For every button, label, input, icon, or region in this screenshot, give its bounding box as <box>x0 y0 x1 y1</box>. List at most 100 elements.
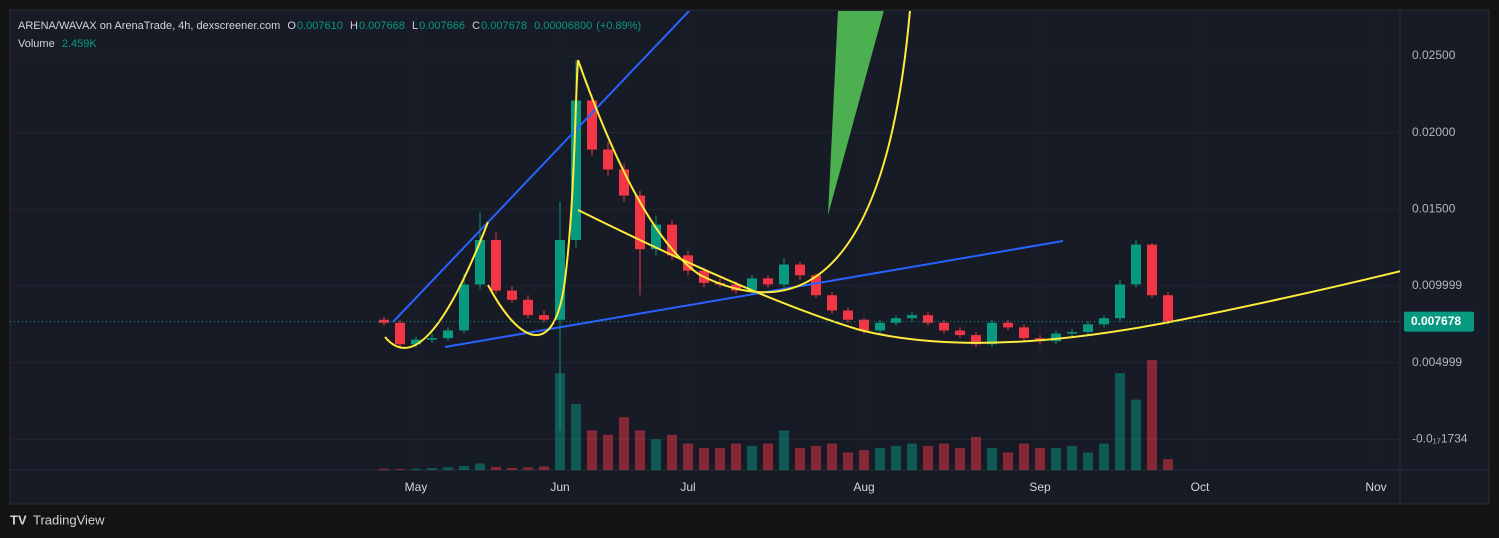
candle-body <box>539 315 549 320</box>
candle-body <box>1115 284 1125 319</box>
volume-bar <box>811 445 821 470</box>
volume-bar <box>587 430 597 470</box>
label: L <box>411 20 419 32</box>
candle-body <box>859 319 869 331</box>
volume-bar <box>1147 360 1157 470</box>
candle-body <box>635 195 645 250</box>
volume-bar <box>1003 452 1013 470</box>
candle-body <box>491 240 501 291</box>
volume-bar <box>715 448 725 470</box>
volume-bar <box>779 430 789 470</box>
change: 0.00006800 <box>534 20 593 32</box>
curve <box>577 11 911 294</box>
candle-body <box>923 315 933 323</box>
label: O <box>287 20 296 32</box>
volume-bar <box>1035 448 1045 470</box>
candle-body <box>603 149 613 170</box>
candle-body <box>587 100 597 150</box>
volume-bar <box>523 467 533 470</box>
candle-body <box>1131 244 1141 285</box>
candle-body <box>395 322 405 345</box>
volume-bar <box>683 443 693 470</box>
curve <box>384 221 489 349</box>
candle-body <box>1147 244 1157 296</box>
volume-bar <box>475 463 485 470</box>
legend: ARENA/WAVAX on ArenaTrade, 4h, dexscreen… <box>18 17 642 53</box>
volume-bar <box>971 437 981 470</box>
candle-body <box>891 318 901 323</box>
volume-bar <box>411 468 421 470</box>
volume-bar <box>795 448 805 470</box>
y-tick-label: 0.004999 <box>1412 355 1462 369</box>
volume-bar <box>859 450 869 470</box>
value: 0.007678 <box>481 20 527 32</box>
arrow-shape <box>828 11 884 215</box>
value: 0.007668 <box>358 20 405 32</box>
y-tick-label: -0.0₁₇1734 <box>1412 432 1468 446</box>
volume-bar <box>443 467 453 470</box>
volume-bar <box>1099 443 1109 470</box>
volume-bar <box>603 434 613 470</box>
candle-body <box>1003 322 1013 328</box>
volume-bar <box>427 468 437 470</box>
x-tick-label: Jun <box>550 480 569 494</box>
volume-bar <box>459 466 469 470</box>
volume-bar <box>507 467 517 470</box>
volume-bar <box>763 443 773 470</box>
candle-body <box>795 264 805 276</box>
candle-body <box>827 295 837 311</box>
volume-bar <box>891 445 901 470</box>
candle-body <box>747 278 757 291</box>
candle-body <box>475 240 485 285</box>
volume-bar <box>955 448 965 470</box>
candle-body <box>379 319 389 323</box>
value: 0.007610 <box>296 20 343 32</box>
volume-bar <box>875 448 885 470</box>
volume-bar <box>635 430 645 470</box>
candle-body <box>779 264 789 285</box>
change-pct: (+0.89%) <box>596 20 642 32</box>
symbol: ARENA/WAVAX on ArenaTrade, 4h, dexscreen… <box>18 20 281 32</box>
volume-bar <box>699 448 709 470</box>
volume-row: Volume 2.459K <box>18 35 642 53</box>
candle-body <box>651 224 661 250</box>
volume-bar <box>747 445 757 470</box>
candle-body <box>459 284 469 331</box>
value: 2.459K <box>61 38 97 50</box>
candle-body <box>1163 295 1173 322</box>
x-tick-label: Nov <box>1365 480 1386 494</box>
ohlc-row: ARENA/WAVAX on ArenaTrade, 4h, dexscreen… <box>18 17 642 35</box>
candle-body <box>427 338 437 340</box>
volume-bar <box>907 443 917 470</box>
x-tick-label: Oct <box>1191 480 1210 494</box>
volume-bar <box>843 452 853 470</box>
candle-body <box>1051 333 1061 342</box>
volume-bar <box>1067 445 1077 470</box>
candle-body <box>987 322 997 345</box>
y-tick-label: 0.02000 <box>1412 125 1456 139</box>
y-tick-label: 0.01500 <box>1412 202 1456 216</box>
volume-bar <box>987 448 997 470</box>
volume-bar <box>395 469 405 470</box>
candle-body <box>811 275 821 296</box>
volume-bar <box>491 466 501 470</box>
volume-bar <box>1051 448 1061 470</box>
x-tick-label: Sep <box>1029 480 1051 494</box>
candle-body <box>571 100 581 240</box>
volume-bar <box>539 466 549 470</box>
volume-bar <box>1115 373 1125 470</box>
trend-line <box>392 11 691 323</box>
brand: TradingView <box>33 512 105 527</box>
candle-body <box>667 224 677 256</box>
curve <box>577 209 1400 344</box>
last-price-box <box>1404 311 1474 332</box>
label: C <box>472 20 481 32</box>
candle-body <box>939 322 949 331</box>
volume-bar <box>1163 459 1173 470</box>
volume-bar <box>619 417 629 470</box>
x-tick-label: Jul <box>680 480 695 494</box>
volume-bar <box>731 443 741 470</box>
candle-body <box>443 330 453 339</box>
volume-bar <box>827 443 837 470</box>
